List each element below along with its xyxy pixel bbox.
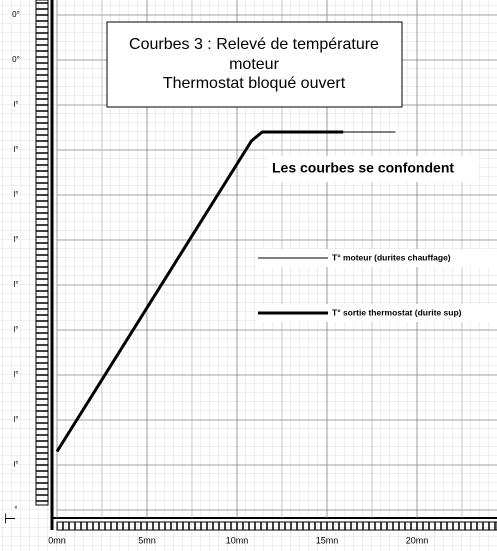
y-tick-label: l° xyxy=(14,370,19,379)
title: Courbes 3 : Relevé de température xyxy=(129,36,379,53)
series-line xyxy=(55,130,344,453)
legend-label: T° moteur (durites chauffage) xyxy=(332,252,451,262)
x-tick-label: 5mn xyxy=(138,535,156,545)
annotation: Les courbes se confondent xyxy=(272,160,454,176)
title: moteur xyxy=(229,56,279,73)
y-tick-label: l° xyxy=(14,460,19,469)
ruler-left xyxy=(35,0,49,506)
x-tick-label: 15mn xyxy=(316,535,339,545)
y-tick-label: l° xyxy=(14,280,19,289)
x-tick-label: 0mn xyxy=(48,535,66,545)
y-tick-label: l° xyxy=(14,145,19,154)
y-tick-label: l° xyxy=(14,325,19,334)
annotation-bg xyxy=(268,156,478,182)
y-tick-label: l° xyxy=(14,235,19,244)
y-tick-label: ° xyxy=(14,505,17,514)
title: Thermostat bloqué ouvert xyxy=(163,75,346,92)
y-tick-label: 0° xyxy=(12,10,20,19)
y-tick-label: l° xyxy=(14,100,19,109)
legend-bg xyxy=(256,304,497,322)
title-box xyxy=(106,21,403,108)
y-tick-label: 0° xyxy=(12,55,20,64)
x-tick-label: 20mn xyxy=(406,535,429,545)
ruler-bottom xyxy=(56,521,497,531)
y-tick-label: l° xyxy=(14,415,19,424)
legend-label: T° sortie thermostat (durite sup) xyxy=(332,307,462,317)
x-tick-label: 10mn xyxy=(226,535,249,545)
y-tick-label: l° xyxy=(14,190,19,199)
corner-mark: ⊢ xyxy=(4,511,16,527)
legend-bg xyxy=(256,249,497,267)
